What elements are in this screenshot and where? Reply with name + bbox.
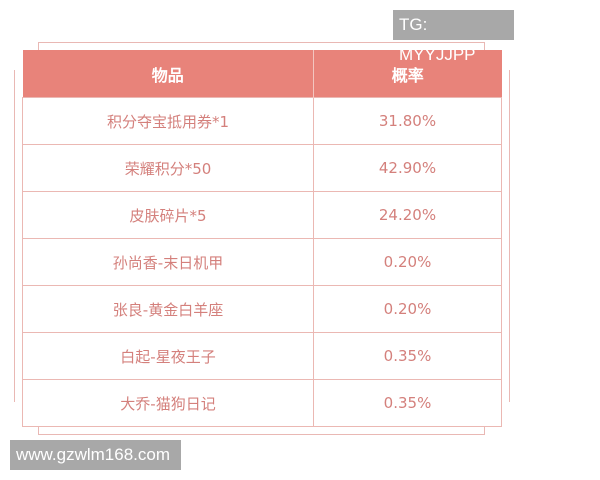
item-name: 大乔-猫狗日记 xyxy=(22,379,314,427)
table-frame-side xyxy=(14,70,510,402)
table-row: 荣耀积分*50 42.90% xyxy=(22,144,502,192)
table-row: 孙尚香-末日机甲 0.20% xyxy=(22,238,502,286)
table-row: 积分夺宝抵用券*1 31.80% xyxy=(22,97,502,145)
table-frame-top xyxy=(38,42,485,51)
probability: 31.80% xyxy=(313,97,502,145)
item-name: 白起-星夜王子 xyxy=(22,332,314,380)
probability: 42.90% xyxy=(313,144,502,192)
table-row: 白起-星夜王子 0.35% xyxy=(22,332,502,380)
item-name: 荣耀积分*50 xyxy=(22,144,314,192)
table-frame-bottom xyxy=(38,425,485,435)
item-name: 积分夺宝抵用券*1 xyxy=(22,97,314,145)
probability: 0.20% xyxy=(313,285,502,333)
item-name: 皮肤碎片*5 xyxy=(22,191,314,239)
probability: 0.20% xyxy=(313,238,502,286)
item-name: 张良-黄金白羊座 xyxy=(22,285,314,333)
item-name: 孙尚香-末日机甲 xyxy=(22,238,314,286)
table-row: 皮肤碎片*5 24.20% xyxy=(22,191,502,239)
header-probability: 概率 xyxy=(313,50,502,98)
watermark-bottom: www.gzwlm168.com xyxy=(10,440,181,470)
table-header-row: 物品 概率 xyxy=(22,50,502,98)
probability: 0.35% xyxy=(313,379,502,427)
table-row: 张良-黄金白羊座 0.20% xyxy=(22,285,502,333)
probability: 0.35% xyxy=(313,332,502,380)
table-row: 大乔-猫狗日记 0.35% xyxy=(22,379,502,427)
probability: 24.20% xyxy=(313,191,502,239)
header-item: 物品 xyxy=(22,50,314,98)
watermark-top: TG: MYYJJPP xyxy=(393,10,514,64)
probability-table: 物品 概率 积分夺宝抵用券*1 31.80% 荣耀积分*50 42.90% 皮肤碎片*5… xyxy=(22,50,502,427)
